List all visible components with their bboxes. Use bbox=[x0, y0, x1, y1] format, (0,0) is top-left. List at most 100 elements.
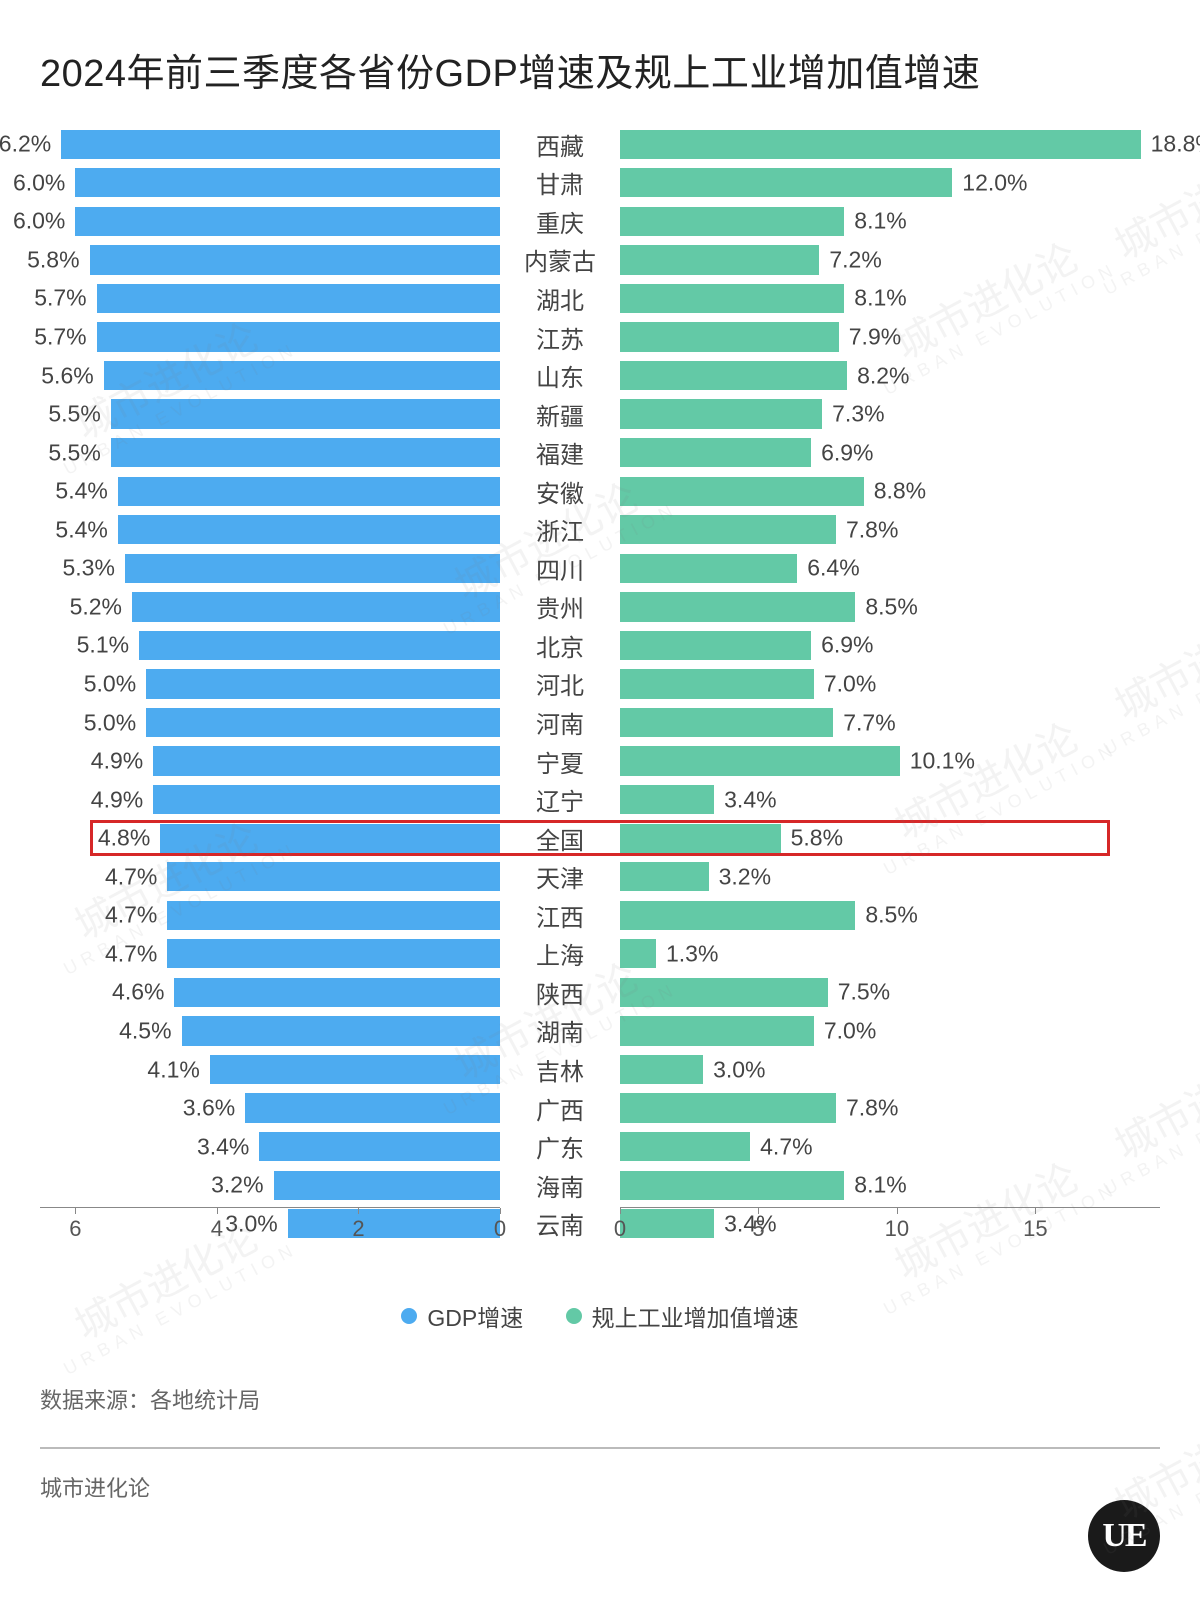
industry-value-label: 8.5% bbox=[865, 593, 917, 620]
chart-row: 5.2%贵州8.5% bbox=[40, 588, 1160, 627]
gdp-bar bbox=[75, 168, 500, 197]
industry-value-label: 7.7% bbox=[843, 709, 895, 736]
chart-row: 5.8%内蒙古7.2% bbox=[40, 241, 1160, 280]
industry-bar bbox=[620, 746, 900, 775]
chart-row: 5.0%河南7.7% bbox=[40, 703, 1160, 742]
industry-bar bbox=[620, 515, 836, 544]
gdp-bar bbox=[111, 399, 500, 428]
chart-row: 4.5%湖南7.0% bbox=[40, 1012, 1160, 1051]
gdp-bar bbox=[61, 130, 500, 159]
axis-tick-label: 4 bbox=[211, 1216, 223, 1242]
gdp-value-label: 4.1% bbox=[147, 1056, 199, 1083]
legend-dot-icon bbox=[566, 1308, 582, 1324]
gdp-bar bbox=[259, 1132, 500, 1161]
gdp-value-label: 3.2% bbox=[211, 1172, 263, 1199]
chart-row: 5.0%河北7.0% bbox=[40, 665, 1160, 704]
industry-value-label: 6.9% bbox=[821, 439, 873, 466]
chart-row: 5.7%湖北8.1% bbox=[40, 279, 1160, 318]
industry-value-label: 7.2% bbox=[829, 246, 881, 273]
chart-row: 5.7%江苏7.9% bbox=[40, 318, 1160, 357]
industry-bar bbox=[620, 939, 656, 968]
gdp-bar bbox=[132, 592, 500, 621]
gdp-bar bbox=[118, 515, 500, 544]
chart-row: 6.0%甘肃12.0% bbox=[40, 164, 1160, 203]
industry-value-label: 8.2% bbox=[857, 362, 909, 389]
legend-label-gdp: GDP增速 bbox=[427, 1299, 523, 1333]
industry-value-label: 8.1% bbox=[854, 1172, 906, 1199]
province-label: 内蒙古 bbox=[500, 242, 620, 277]
chart-title: 2024年前三季度各省份GDP增速及规上工业增加值增速 bbox=[40, 42, 1160, 97]
industry-bar bbox=[620, 1055, 703, 1084]
industry-bar bbox=[620, 207, 844, 236]
gdp-bar bbox=[167, 862, 500, 891]
chart: 6.2%西藏18.8%6.0%甘肃12.0%6.0%重庆8.1%5.8%内蒙古7… bbox=[40, 125, 1160, 1325]
gdp-value-label: 6.0% bbox=[13, 169, 65, 196]
industry-bar bbox=[620, 554, 797, 583]
industry-value-label: 3.0% bbox=[713, 1056, 765, 1083]
industry-bar bbox=[620, 824, 781, 853]
industry-bar bbox=[620, 901, 855, 930]
gdp-value-label: 5.1% bbox=[77, 632, 129, 659]
province-label: 辽宁 bbox=[500, 782, 620, 817]
gdp-value-label: 4.7% bbox=[105, 902, 157, 929]
province-label: 海南 bbox=[500, 1168, 620, 1203]
industry-bar bbox=[620, 631, 811, 660]
province-label: 江西 bbox=[500, 898, 620, 933]
gdp-value-label: 4.7% bbox=[105, 863, 157, 890]
gdp-value-label: 4.9% bbox=[91, 786, 143, 813]
industry-value-label: 8.8% bbox=[874, 478, 926, 505]
gdp-bar bbox=[182, 1016, 500, 1045]
chart-row: 3.2% 海南 8.1% bbox=[40, 1166, 1160, 1205]
legend-label-industry: 规上工业增加值增速 bbox=[592, 1299, 799, 1333]
province-label: 全国 bbox=[500, 821, 620, 856]
chart-row: 4.6%陕西7.5% bbox=[40, 973, 1160, 1012]
province-label: 广东 bbox=[500, 1129, 620, 1164]
chart-row: 5.6%山东8.2% bbox=[40, 356, 1160, 395]
industry-value-label: 7.8% bbox=[846, 1095, 898, 1122]
gdp-value-label: 3.4% bbox=[197, 1133, 249, 1160]
industry-bar bbox=[620, 168, 952, 197]
gdp-bar bbox=[167, 939, 500, 968]
chart-row: 5.5%新疆7.3% bbox=[40, 395, 1160, 434]
gdp-value-label: 5.2% bbox=[70, 593, 122, 620]
gdp-bar bbox=[97, 284, 500, 313]
industry-bar bbox=[620, 978, 828, 1007]
gdp-bar bbox=[146, 669, 500, 698]
gdp-value-label: 5.3% bbox=[63, 555, 115, 582]
industry-value-label: 5.8% bbox=[791, 825, 843, 852]
axis-tick-label: 5 bbox=[752, 1216, 764, 1242]
industry-value-label: 6.4% bbox=[807, 555, 859, 582]
industry-bar bbox=[620, 399, 822, 428]
industry-bar bbox=[620, 438, 811, 467]
province-label: 河南 bbox=[500, 705, 620, 740]
industry-value-label: 7.8% bbox=[846, 516, 898, 543]
industry-value-label: 8.5% bbox=[865, 902, 917, 929]
province-label: 广西 bbox=[500, 1091, 620, 1126]
gdp-value-label: 5.0% bbox=[84, 670, 136, 697]
province-label: 上海 bbox=[500, 936, 620, 971]
legend-dot-icon bbox=[401, 1308, 417, 1324]
gdp-value-label: 4.5% bbox=[119, 1017, 171, 1044]
chart-row: 5.4%浙江7.8% bbox=[40, 511, 1160, 550]
gdp-value-label: 5.4% bbox=[55, 516, 107, 543]
province-label: 甘肃 bbox=[500, 165, 620, 200]
industry-bar bbox=[620, 669, 814, 698]
gdp-bar bbox=[167, 901, 500, 930]
province-label: 江苏 bbox=[500, 320, 620, 355]
chart-row: 4.8%全国5.8% bbox=[40, 819, 1160, 858]
brand-name: 城市进化论 bbox=[40, 1471, 1160, 1503]
industry-bar bbox=[620, 785, 714, 814]
industry-value-label: 1.3% bbox=[666, 940, 718, 967]
province-label: 重庆 bbox=[500, 204, 620, 239]
chart-row: 4.7%天津3.2% bbox=[40, 857, 1160, 896]
gdp-bar bbox=[146, 708, 500, 737]
gdp-value-label: 3.6% bbox=[183, 1095, 235, 1122]
industry-bar bbox=[620, 361, 847, 390]
industry-bar bbox=[620, 1132, 750, 1161]
province-label: 云南 bbox=[500, 1206, 620, 1241]
gdp-bar bbox=[104, 361, 500, 390]
industry-bar bbox=[620, 322, 839, 351]
gdp-value-label: 5.5% bbox=[48, 439, 100, 466]
industry-value-label: 4.7% bbox=[760, 1133, 812, 1160]
gdp-value-label: 6.0% bbox=[13, 208, 65, 235]
